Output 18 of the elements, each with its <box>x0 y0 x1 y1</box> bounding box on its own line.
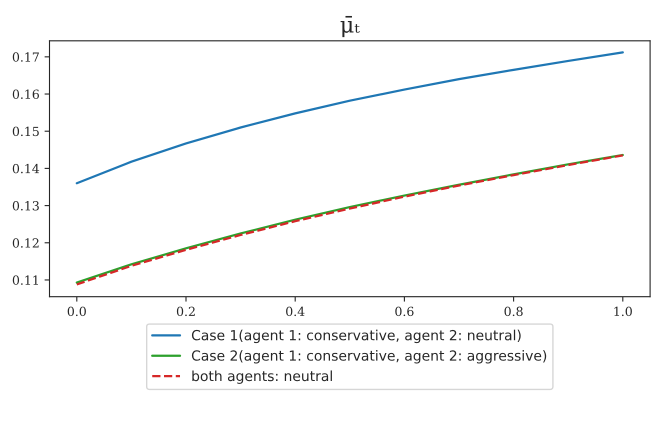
y-tick-label: 0.16 <box>12 90 39 99</box>
y-tick-label: 0.13 <box>12 201 39 211</box>
legend-label: Case 2(agent 1: conservative, agent 2: aggressive) <box>192 350 546 364</box>
y-tick-label: 0.17 <box>12 52 39 62</box>
y-tick-label: 0.11 <box>12 275 38 285</box>
x-tick-label: 0.4 <box>286 306 305 316</box>
x-tick-label: 0.6 <box>395 306 414 316</box>
y-tick-label: 0.12 <box>12 238 39 248</box>
y-tick-label: 0.14 <box>12 164 40 174</box>
legend-label: Case 1(agent 1: conservative, agent 2: neutral) <box>192 330 521 344</box>
y-tick-label: 0.15 <box>12 126 39 136</box>
line-series <box>76 51 624 184</box>
x-tick-label: 0.2 <box>176 306 195 316</box>
legend-label: both agents: neutral <box>192 370 332 384</box>
chart-title: μ̄ₜ <box>340 16 360 38</box>
x-tick-label: 0.0 <box>68 306 86 316</box>
x-tick-label: 0.8 <box>504 306 523 316</box>
x-tick-label: 1.0 <box>614 306 632 316</box>
